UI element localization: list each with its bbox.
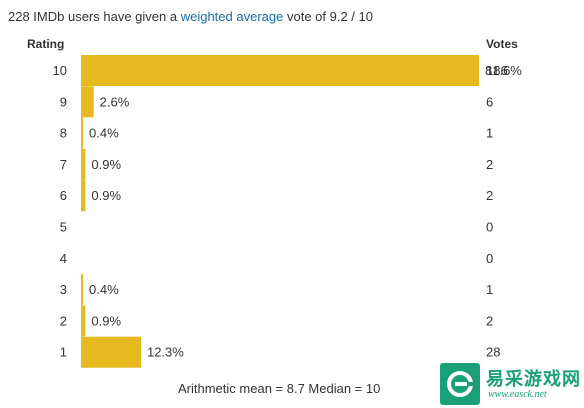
percentage-label: 0.4% bbox=[89, 282, 119, 297]
rating-label: 9 bbox=[60, 94, 67, 109]
votes-column-header: Votes bbox=[486, 37, 518, 51]
vote-count: 6 bbox=[486, 94, 493, 109]
rating-bar bbox=[81, 148, 86, 180]
rating-label: 1 bbox=[60, 345, 67, 360]
logo-badge-icon bbox=[440, 363, 480, 405]
logo-url: www.easck.net bbox=[488, 389, 547, 400]
rating-bar bbox=[81, 55, 479, 86]
vote-count: 186 bbox=[486, 63, 508, 78]
percentage-label: 12.3% bbox=[147, 345, 184, 360]
rating-bar bbox=[81, 117, 83, 149]
rating-label: 5 bbox=[60, 220, 67, 235]
rating-label: 4 bbox=[60, 251, 67, 266]
statistics-footer: Arithmetic mean = 8.7 Median = 10 bbox=[178, 381, 381, 396]
summary-suffix: vote of 9.2 / 10 bbox=[283, 9, 373, 24]
watermark-logo: 易采游戏网 www.easck.net bbox=[440, 363, 580, 407]
logo-title: 易采游戏网 bbox=[486, 369, 581, 390]
rating-bar bbox=[81, 305, 86, 337]
rating-label: 6 bbox=[60, 188, 67, 203]
rating-summary: 228 IMDb users have given a weighted ave… bbox=[8, 9, 373, 24]
summary-prefix: 228 IMDb users have given a bbox=[8, 9, 181, 24]
vote-count: 0 bbox=[486, 251, 493, 266]
rating-column-header: Rating bbox=[27, 37, 65, 51]
rating-label: 8 bbox=[60, 126, 67, 141]
vote-count: 2 bbox=[486, 313, 493, 328]
vote-count: 28 bbox=[486, 345, 500, 360]
rating-label: 10 bbox=[53, 63, 67, 78]
vote-count: 1 bbox=[486, 126, 493, 141]
rating-label: 2 bbox=[60, 313, 67, 328]
percentage-label: 0.9% bbox=[91, 188, 121, 203]
percentage-label: 0.9% bbox=[91, 157, 121, 172]
rating-bar bbox=[81, 180, 86, 212]
vote-count: 2 bbox=[486, 157, 493, 172]
rating-bar bbox=[81, 336, 141, 368]
percentage-label: 81.6% bbox=[485, 63, 522, 78]
rating-label: 7 bbox=[60, 157, 67, 172]
rating-label: 3 bbox=[60, 282, 67, 297]
percentage-label: 0.4% bbox=[89, 126, 119, 141]
weighted-average-link[interactable]: weighted average bbox=[180, 9, 284, 24]
rating-bar bbox=[81, 274, 83, 306]
vote-count: 2 bbox=[486, 188, 493, 203]
rating-bar bbox=[81, 86, 94, 118]
vote-count: 0 bbox=[486, 220, 493, 235]
percentage-label: 0.9% bbox=[91, 313, 121, 328]
percentage-label: 2.6% bbox=[100, 94, 130, 109]
vote-count: 1 bbox=[486, 282, 493, 297]
